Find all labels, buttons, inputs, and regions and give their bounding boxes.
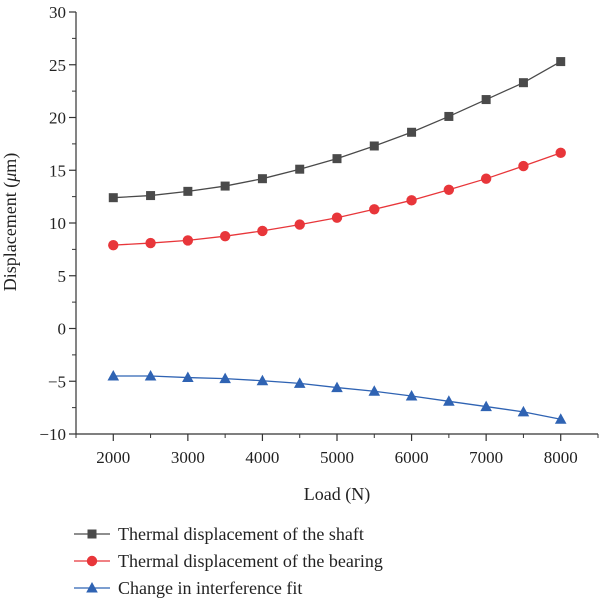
data-point [108, 193, 118, 203]
data-point [405, 390, 418, 401]
data-point [443, 395, 455, 406]
data-point [406, 195, 417, 206]
data-point [295, 164, 305, 174]
data-point [144, 369, 157, 381]
data-point [182, 371, 194, 383]
y-tick-label: 30 [49, 3, 66, 22]
data-point [294, 219, 305, 230]
data-point [257, 174, 267, 184]
data-point [219, 230, 231, 242]
data-point [517, 405, 530, 417]
data-point [554, 413, 567, 424]
legend-marker [86, 555, 98, 567]
y-axis-title-pre: Displacement ( [0, 182, 21, 291]
data-point [257, 225, 268, 237]
data-point [331, 212, 343, 223]
data-point [518, 78, 528, 88]
data-point [369, 141, 379, 151]
x-axis-title: Load (N) [304, 484, 370, 505]
legend-item: Thermal displacement of the bearing [74, 551, 383, 571]
series-line [113, 152, 561, 246]
series-3 [107, 369, 567, 424]
data-point [256, 374, 269, 386]
legend-item: Change in interference fit [74, 578, 302, 598]
y-tick-label: 0 [58, 320, 67, 339]
x-tick-label: 5000 [320, 448, 354, 467]
y-axis: −10 −5 0 5 10 15 20 25 30 [39, 3, 76, 444]
legend: Thermal displacement of the shaft Thermal… [74, 524, 383, 598]
y-tick-label: −10 [39, 425, 66, 444]
series-2 [108, 147, 566, 251]
y-axis-title-mu: μ [0, 173, 20, 183]
y-tick-label: 15 [49, 161, 66, 180]
x-tick-label: 2000 [96, 448, 130, 467]
series-1 [108, 57, 566, 203]
x-axis: 2000 3000 4000 5000 6000 7000 8000 [75, 434, 599, 467]
y-tick-label: 20 [49, 109, 66, 128]
data-point [108, 239, 119, 251]
y-axis-title-post: m) [0, 153, 21, 173]
y-tick-label: 5 [58, 267, 67, 286]
series-layer [107, 57, 567, 424]
data-point [293, 377, 306, 388]
data-point [480, 173, 492, 184]
x-tick-label: 6000 [395, 448, 429, 467]
data-point [369, 204, 380, 215]
data-point [556, 57, 566, 67]
legend-label: Thermal displacement of the shaft [118, 524, 364, 544]
data-point [518, 160, 529, 172]
legend-item: Thermal displacement of the shaft [74, 524, 364, 544]
data-point [107, 369, 120, 381]
data-point [407, 127, 417, 137]
x-tick-label: 7000 [469, 448, 503, 467]
data-point [443, 184, 455, 195]
data-point [182, 235, 194, 246]
x-tick-label: 8000 [544, 448, 578, 467]
data-point [145, 237, 156, 249]
data-point [332, 154, 342, 164]
data-point [183, 186, 193, 196]
series-line [113, 61, 562, 199]
data-point [555, 147, 566, 159]
data-point [220, 181, 230, 191]
legend-marker [86, 582, 98, 593]
data-point [444, 111, 454, 121]
legend-label: Change in interference fit [118, 578, 302, 598]
data-point [368, 385, 381, 396]
x-tick-label: 4000 [245, 448, 279, 467]
legend-marker [87, 529, 97, 539]
data-point [481, 95, 491, 105]
y-axis-title: Displacement (μm) [0, 153, 21, 292]
y-tick-label: 10 [49, 214, 66, 233]
y-tick-label: 25 [49, 56, 66, 75]
data-point [331, 381, 343, 393]
data-point [480, 400, 492, 412]
legend-label: Thermal displacement of the bearing [118, 551, 383, 571]
data-point [146, 191, 156, 201]
y-tick-label: −5 [48, 372, 66, 391]
x-tick-label: 3000 [171, 448, 205, 467]
data-point [219, 372, 231, 384]
plot-frame [75, 12, 598, 435]
